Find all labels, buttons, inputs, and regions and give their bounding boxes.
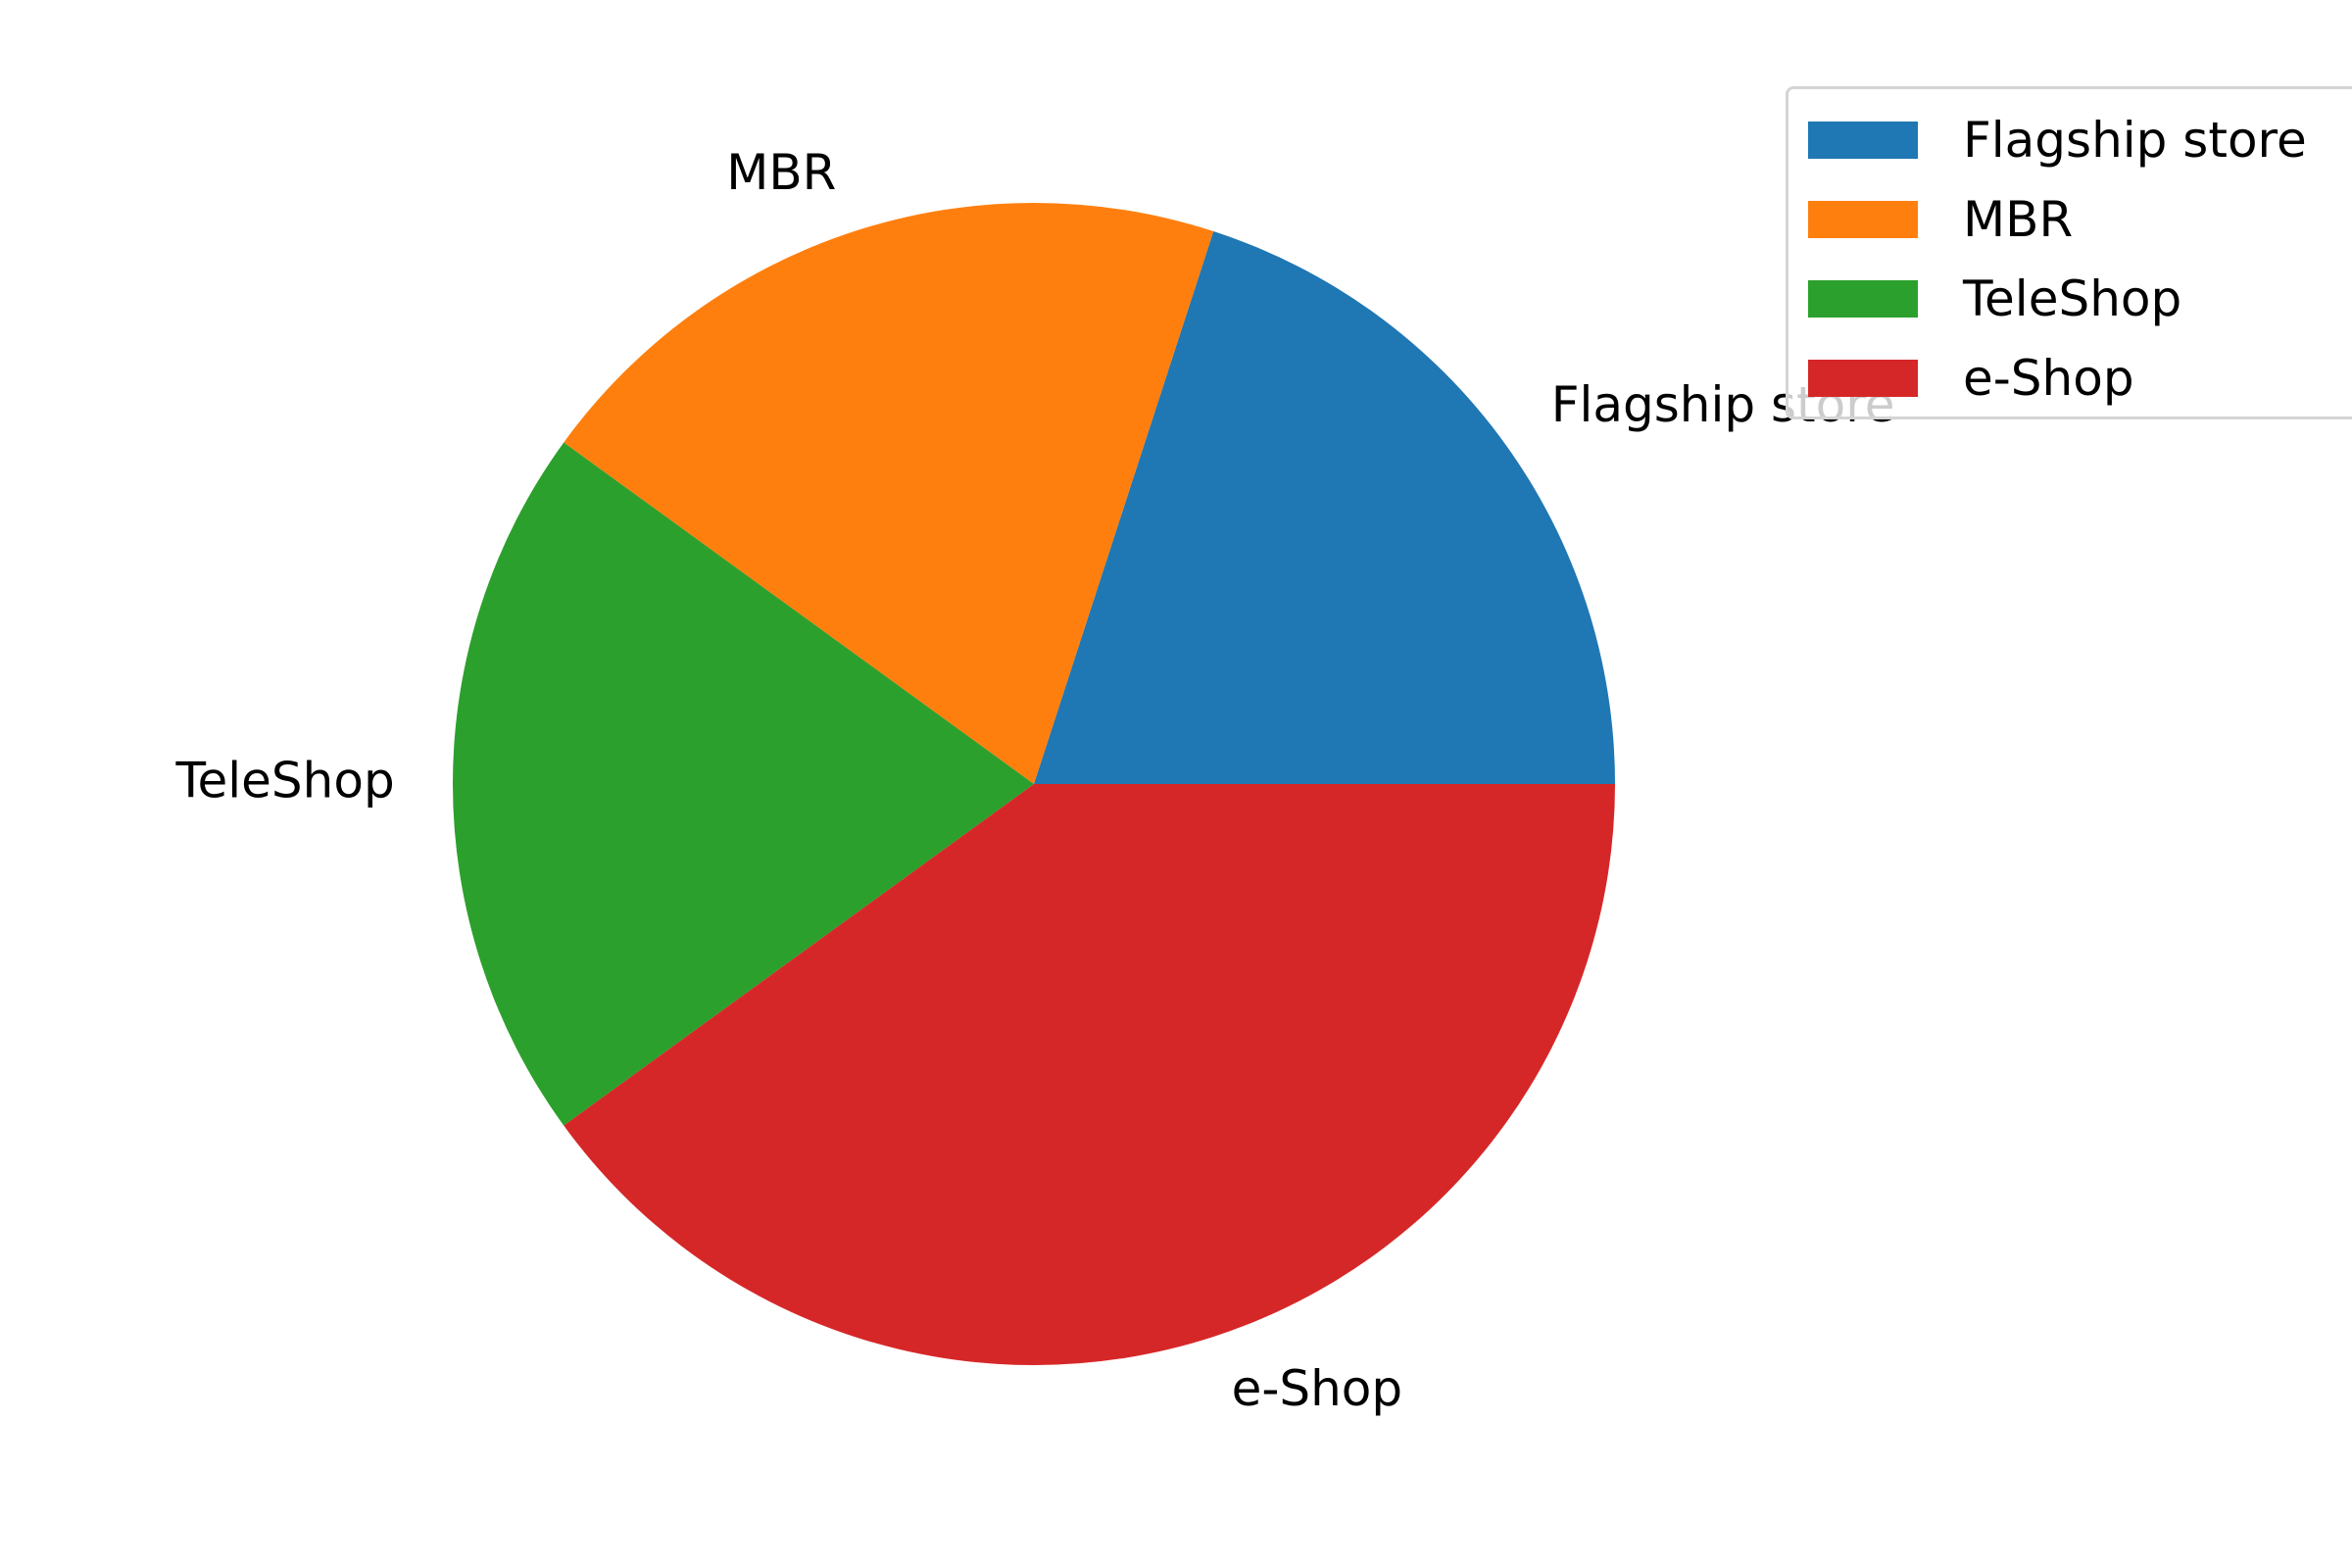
legend-label-2: TeleShop (1963, 270, 2182, 327)
pie-slice-2 (453, 442, 1035, 1126)
slice-label-2: TeleShop (174, 753, 394, 809)
slice-label-3: e-Shop (1232, 1360, 1403, 1417)
legend-swatch-2 (1808, 280, 1918, 318)
legend-item-0: Flagship store (1808, 111, 2307, 170)
slice-label-1: MBR (726, 144, 836, 201)
legend-item-1: MBR (1808, 190, 2073, 249)
legend: Flagship store MBR TeleShop e-Shop (1786, 86, 2352, 419)
legend-swatch-3 (1808, 360, 1918, 397)
legend-label-3: e-Shop (1963, 350, 2134, 407)
legend-item-3: e-Shop (1808, 349, 2134, 408)
legend-item-2: TeleShop (1808, 270, 2181, 328)
pie-slice-0 (1034, 231, 1615, 784)
pie-slice-3 (564, 784, 1615, 1365)
legend-label-0: Flagship store (1963, 112, 2307, 169)
legend-label-1: MBR (1963, 191, 2074, 248)
legend-swatch-0 (1808, 122, 1918, 159)
legend-swatch-1 (1808, 201, 1918, 238)
pie-slice-1 (564, 203, 1214, 785)
